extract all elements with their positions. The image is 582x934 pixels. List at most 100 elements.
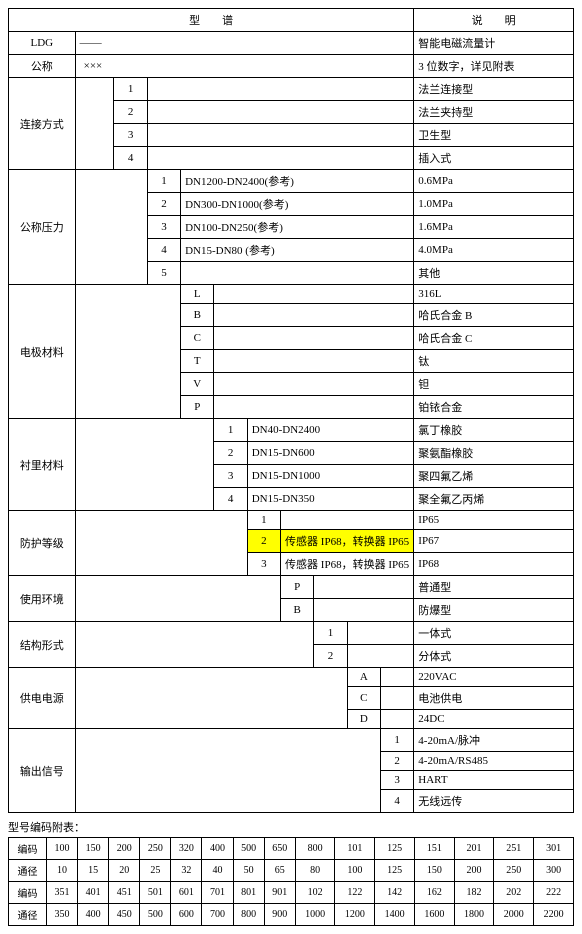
gongdian-desc-3: 24DC	[414, 710, 574, 729]
dianji-desc-4: 钛	[414, 350, 574, 373]
gongdian-desc-1: 220VAC	[414, 668, 574, 687]
chenli-code-1: 1	[214, 419, 247, 442]
ldg-sep: ——	[75, 32, 414, 55]
chenli-desc-3: 聚四氟乙烯	[414, 465, 574, 488]
chenli-label: 衬里材料	[9, 419, 76, 511]
shuchu-code-1: 1	[380, 729, 413, 752]
gongdian-code-3: D	[347, 710, 380, 729]
gongcheng-label: 公称	[9, 55, 76, 78]
shuchu-code-4: 4	[380, 790, 413, 813]
lianjie-code-3: 3	[114, 124, 147, 147]
shiyong-desc-2: 防爆型	[414, 599, 574, 622]
yali-code-4: 4	[147, 239, 180, 262]
lianjie-code-4: 4	[114, 147, 147, 170]
appendix-table: 编码 1001502002503204005006508001011251512…	[8, 837, 574, 926]
appendix-row-1: 编码 1001502002503204005006508001011251512…	[9, 838, 574, 860]
lianjie-code-2: 2	[114, 101, 147, 124]
dianji-code-6: P	[181, 396, 214, 419]
yali-code-2: 2	[147, 193, 180, 216]
chenli-code-4: 4	[214, 488, 247, 511]
yali-text-2: DN300-DN1000(参考)	[181, 193, 414, 216]
lianjie-desc-2: 法兰夹持型	[414, 101, 574, 124]
shuchu-code-2: 2	[380, 752, 413, 771]
gongdian-label: 供电电源	[9, 668, 76, 729]
chenli-text-1: DN40-DN2400	[247, 419, 414, 442]
fanghu-code-3: 3	[247, 553, 280, 576]
chenli-text-3: DN15-DN1000	[247, 465, 414, 488]
lianjie-desc-3: 卫生型	[414, 124, 574, 147]
yali-desc-3: 1.6MPa	[414, 216, 574, 239]
dianji-desc-3: 哈氏合金 C	[414, 327, 574, 350]
yali-desc-4: 4.0MPa	[414, 239, 574, 262]
chenli-code-3: 3	[214, 465, 247, 488]
gongdian-code-2: C	[347, 687, 380, 710]
dianji-code-5: V	[181, 373, 214, 396]
fanghu-text-1	[281, 511, 414, 530]
dianji-desc-1: 316L	[414, 285, 574, 304]
shuchu-desc-1: 4-20mA/脉冲	[414, 729, 574, 752]
yali-text-5	[181, 262, 414, 285]
fanghu-desc-3: IP68	[414, 553, 574, 576]
dianji-desc-2: 哈氏合金 B	[414, 304, 574, 327]
dianji-code-4: T	[181, 350, 214, 373]
desc-header: 说 明	[414, 9, 574, 32]
shiyong-label: 使用环境	[9, 576, 76, 622]
jiegou-code-2: 2	[314, 645, 347, 668]
appendix-label-3: 编码	[9, 882, 47, 904]
dianji-code-1: L	[181, 285, 214, 304]
chenli-text-2: DN15-DN600	[247, 442, 414, 465]
chenli-code-2: 2	[214, 442, 247, 465]
dianji-label: 电极材料	[9, 285, 76, 419]
gongdian-code-1: A	[347, 668, 380, 687]
yali-desc-2: 1.0MPa	[414, 193, 574, 216]
shiyong-code-2: B	[281, 599, 314, 622]
yali-text-1: DN1200-DN2400(参考)	[181, 170, 414, 193]
dianji-code-2: B	[181, 304, 214, 327]
shuchu-code-3: 3	[380, 771, 413, 790]
appendix-label-2: 通径	[9, 860, 47, 882]
chenli-desc-2: 聚氨酯橡胶	[414, 442, 574, 465]
jiegou-code-1: 1	[314, 622, 347, 645]
lianjie-code-1: 1	[114, 78, 147, 101]
spec-header: 型 谱	[9, 9, 414, 32]
lianjie-desc-4: 插入式	[414, 147, 574, 170]
yali-desc-5: 其他	[414, 262, 574, 285]
jiegou-label: 结构形式	[9, 622, 76, 668]
jiegou-desc-2: 分体式	[414, 645, 574, 668]
yali-text-3: DN100-DN250(参考)	[181, 216, 414, 239]
lianjie-label: 连接方式	[9, 78, 76, 170]
fanghu-code-1: 1	[247, 511, 280, 530]
shuchu-desc-3: HART	[414, 771, 574, 790]
shuchu-desc-2: 4-20mA/RS485	[414, 752, 574, 771]
shuchu-desc-4: 无线远传	[414, 790, 574, 813]
yali-text-4: DN15-DN80 (参考)	[181, 239, 414, 262]
fanghu-label: 防护等级	[9, 511, 76, 576]
appendix-row-3: 编码 3514014515016017018019011021221421621…	[9, 882, 574, 904]
ldg-code: LDG	[9, 32, 76, 55]
appendix-title: 型号编码附表：	[8, 819, 574, 835]
yali-code-3: 3	[147, 216, 180, 239]
yali-code-5: 5	[147, 262, 180, 285]
fanghu-text-2: 传感器 IP68，转换器 IP65	[281, 530, 414, 553]
yali-label: 公称压力	[9, 170, 76, 285]
gongcheng-sep: ×××	[75, 55, 414, 78]
fanghu-text-3: 传感器 IP68，转换器 IP65	[281, 553, 414, 576]
shuchu-label: 输出信号	[9, 729, 76, 813]
fanghu-code-2: 2	[247, 530, 280, 553]
fanghu-desc-2: IP67	[414, 530, 574, 553]
chenli-desc-1: 氯丁橡胶	[414, 419, 574, 442]
ldg-desc: 智能电磁流量计	[414, 32, 574, 55]
spec-table: 型 谱 说 明 LDG —— 智能电磁流量计 公称 ××× 3 位数字，详见附表…	[8, 8, 574, 813]
appendix-row-2: 通径 101520253240506580100125150200250300	[9, 860, 574, 882]
yali-code-1: 1	[147, 170, 180, 193]
shiyong-desc-1: 普通型	[414, 576, 574, 599]
chenli-text-4: DN15-DN350	[247, 488, 414, 511]
fanghu-desc-1: IP65	[414, 511, 574, 530]
yali-desc-1: 0.6MPa	[414, 170, 574, 193]
appendix-row-4: 通径 3504004505006007008009001000120014001…	[9, 904, 574, 926]
appendix-label-1: 编码	[9, 838, 47, 860]
shiyong-code-1: P	[281, 576, 314, 599]
chenli-desc-4: 聚全氟乙丙烯	[414, 488, 574, 511]
dianji-desc-6: 铂铱合金	[414, 396, 574, 419]
gongdian-desc-2: 电池供电	[414, 687, 574, 710]
